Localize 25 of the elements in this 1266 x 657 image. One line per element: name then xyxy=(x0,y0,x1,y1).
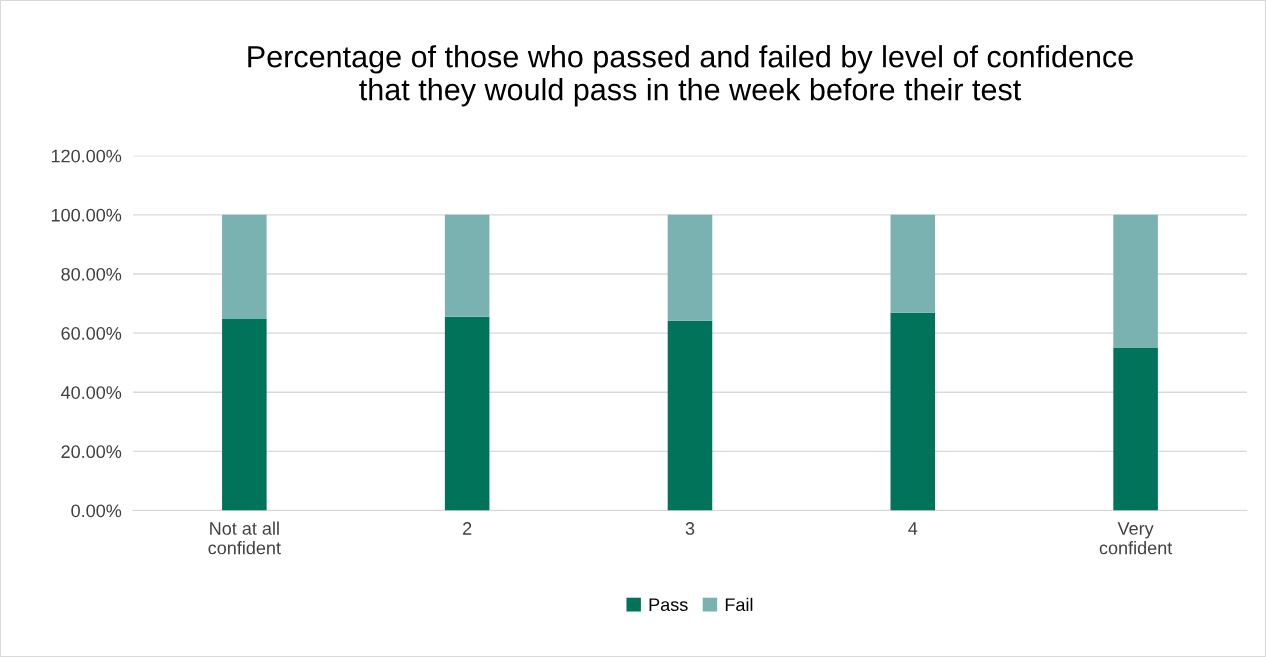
x-tick-label: 3 xyxy=(685,522,695,535)
legend-label: Pass xyxy=(649,598,688,612)
bar xyxy=(667,320,713,511)
bar xyxy=(667,214,713,321)
x-tick-label: Not at all confident xyxy=(208,521,281,555)
y-tick-label: 0.00% xyxy=(71,504,122,518)
x-tick-label: 2 xyxy=(463,522,472,535)
y-tick-label: 120.00% xyxy=(51,149,122,163)
bar xyxy=(222,318,267,511)
chart-title: Percentage of those who passed and failed by level of confidence that they would pass in the week before their test xyxy=(248,45,1133,107)
bar xyxy=(444,214,490,317)
y-tick-label: 60.00% xyxy=(61,327,122,340)
bar xyxy=(222,214,267,319)
x-tick-label: Very confident xyxy=(1099,522,1173,555)
y-tick-label: 20.00% xyxy=(61,445,122,459)
x-tick-label: 4 xyxy=(908,522,918,535)
y-tick-label: 80.00% xyxy=(61,267,122,281)
bar xyxy=(1113,347,1158,511)
bar xyxy=(444,316,490,511)
bar xyxy=(890,214,936,313)
y-tick-label: 40.00% xyxy=(61,386,122,399)
bar xyxy=(1113,214,1158,348)
y-tick-label: 100.00% xyxy=(51,208,122,222)
legend-label: Fail xyxy=(725,597,753,612)
bar xyxy=(890,312,936,511)
